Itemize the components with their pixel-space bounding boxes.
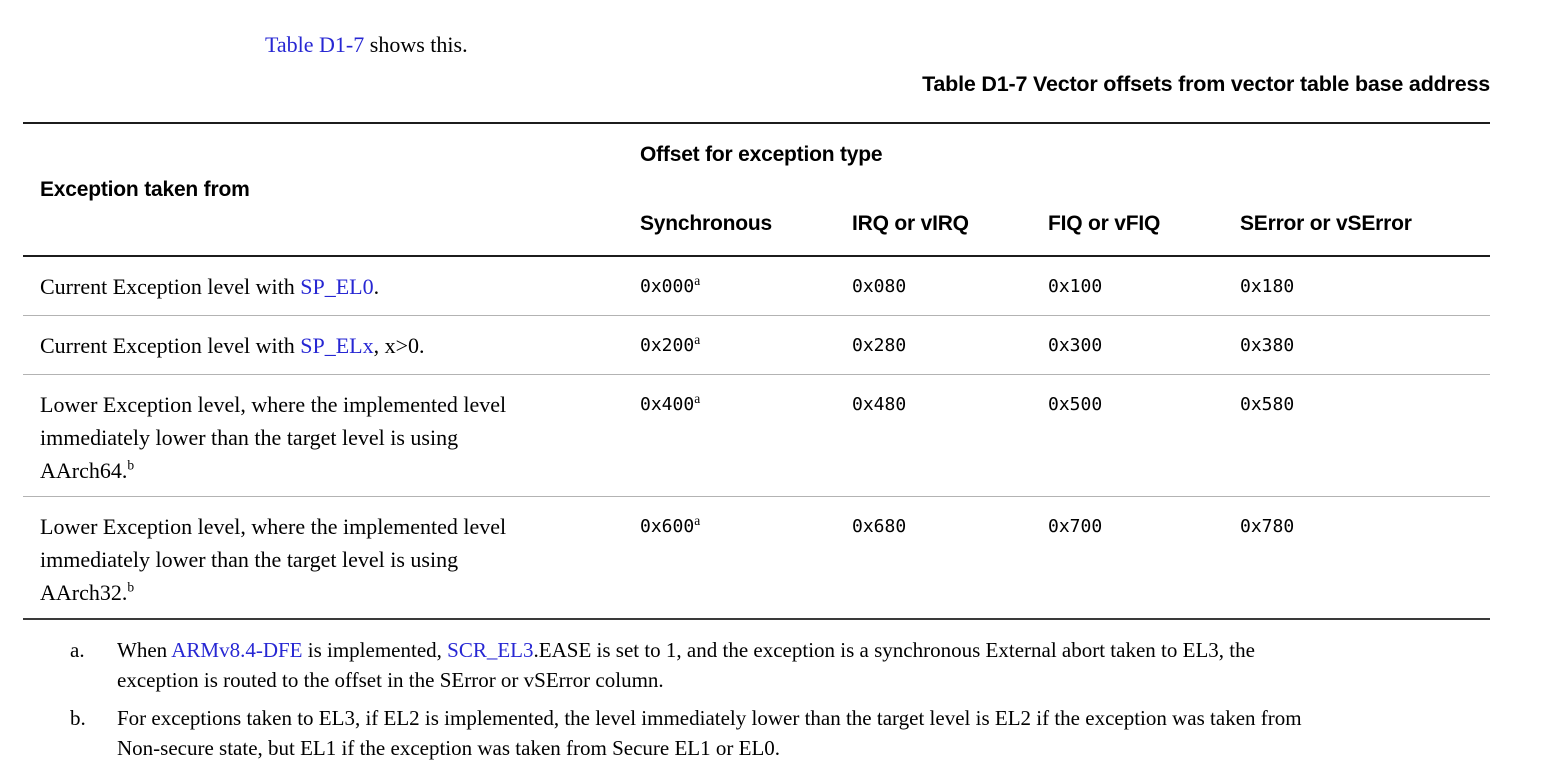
footnote-text-part: When bbox=[117, 638, 172, 662]
offset-cell: 0x780 bbox=[1240, 516, 1295, 537]
column-header-fiq-or-vfiq: FIQ or vFIQ bbox=[1048, 212, 1161, 235]
offset-cell: 0x700 bbox=[1048, 516, 1103, 537]
offset-cell: 0x600a bbox=[640, 513, 701, 537]
footnote-ref-a: a bbox=[694, 332, 701, 347]
row-label: Lower Exception level, where the impleme… bbox=[23, 497, 640, 620]
footnote-text-part: is implemented, bbox=[302, 638, 448, 662]
footnote-b: b. For exceptions taken to EL3, if EL2 i… bbox=[70, 703, 1470, 763]
footnote-a: a. When ARMv8.4-DFE is implemented, SCR_… bbox=[70, 635, 1470, 695]
row-label-line: Lower Exception level, where the impleme… bbox=[40, 514, 507, 539]
row-label-text: Current Exception level with bbox=[40, 274, 301, 299]
row-label-text: , x>0. bbox=[373, 333, 425, 358]
column-header-synchronous: Synchronous bbox=[640, 212, 772, 235]
column-group-header-offset-for-exception-type: Offset for exception type bbox=[640, 143, 883, 166]
armv84-dfe-link[interactable]: ARMv8.4-DFE bbox=[171, 638, 303, 662]
footnote-ref-a: a bbox=[694, 513, 701, 528]
footnote-line: For exceptions taken to EL3, if EL2 is i… bbox=[117, 706, 1302, 730]
column-header-serror-or-vserror: SError or vSError bbox=[1240, 212, 1412, 235]
offset-cell: 0x400a bbox=[640, 391, 701, 415]
footnote-line: When ARMv8.4-DFE is implemented, SCR_EL3… bbox=[117, 635, 1255, 665]
footnote-marker: a. bbox=[70, 638, 85, 662]
footnote-marker: b. bbox=[70, 706, 86, 730]
table-row-lower-aarch64: Lower Exception level, where the impleme… bbox=[23, 374, 1491, 497]
offset-cell: 0x200a bbox=[640, 332, 701, 356]
intro-paragraph: Table D1-7 shows this. bbox=[265, 31, 468, 59]
table-row-current-sp-el0: Current Exception level with SP_EL0. 0x0… bbox=[23, 256, 1490, 316]
row-label: Current Exception level with SP_EL0. bbox=[23, 256, 640, 316]
offset-cell: 0x100 bbox=[1048, 276, 1103, 297]
table-row-current-sp-elx: Current Exception level with SP_ELx, x>0… bbox=[23, 315, 1491, 375]
footnotes-section: a. When ARMv8.4-DFE is implemented, SCR_… bbox=[70, 635, 1470, 771]
footnote-ref-b: b bbox=[127, 579, 135, 595]
vector-offsets-table: Exception taken from Offset for exceptio… bbox=[23, 122, 1491, 620]
row-label: Lower Exception level, where the impleme… bbox=[23, 375, 640, 497]
offset-cell: 0x380 bbox=[1240, 335, 1295, 356]
row-label-line: Lower Exception level, where the impleme… bbox=[40, 392, 507, 417]
offset-cell: 0x500 bbox=[1048, 394, 1103, 415]
offset-cell: 0x300 bbox=[1048, 335, 1103, 356]
footnote-ref-a: a bbox=[694, 391, 701, 406]
footnote-ref-b: b bbox=[127, 457, 135, 473]
column-header-irq-or-virq: IRQ or vIRQ bbox=[852, 212, 969, 235]
footnote-text-part: .EASE is set to 1, and the exception is … bbox=[533, 638, 1255, 662]
row-label: Current Exception level with SP_ELx, x>0… bbox=[23, 316, 640, 375]
row-label-line: AArch64.b bbox=[40, 457, 135, 483]
footnote-ref-a: a bbox=[694, 273, 701, 288]
row-label-line: immediately lower than the target level … bbox=[40, 425, 459, 450]
offset-cell: 0x000a bbox=[640, 273, 701, 297]
intro-text: shows this. bbox=[364, 32, 468, 57]
footnote-line: exception is routed to the offset in the… bbox=[117, 668, 664, 692]
row-label-text: Current Exception level with bbox=[40, 333, 301, 358]
footnote-text: When ARMv8.4-DFE is implemented, SCR_EL3… bbox=[117, 635, 1255, 695]
scr-el3-link[interactable]: SCR_EL3 bbox=[447, 638, 534, 662]
sp-el0-link[interactable]: SP_EL0 bbox=[300, 274, 374, 299]
row-label-text: . bbox=[373, 274, 380, 299]
row-label-line: immediately lower than the target level … bbox=[40, 547, 459, 572]
table-d1-7-link[interactable]: Table D1-7 bbox=[265, 32, 365, 57]
table-header: Exception taken from Offset for exceptio… bbox=[23, 123, 1491, 256]
footnote-text: For exceptions taken to EL3, if EL2 is i… bbox=[117, 703, 1302, 763]
offset-cell: 0x480 bbox=[852, 394, 907, 415]
offset-cell: 0x280 bbox=[852, 335, 907, 356]
table-row-lower-aarch32: Lower Exception level, where the impleme… bbox=[23, 496, 1491, 620]
column-header-exception-taken-from: Exception taken from bbox=[40, 177, 250, 201]
table-title: Table D1-7 Vector offsets from vector ta… bbox=[922, 72, 1490, 96]
offset-cell: 0x080 bbox=[852, 276, 907, 297]
offset-cell: 0x180 bbox=[1240, 276, 1295, 297]
row-label-line: AArch32.b bbox=[40, 579, 135, 605]
offset-cell: 0x580 bbox=[1240, 394, 1295, 415]
offset-cell: 0x680 bbox=[852, 516, 907, 537]
footnote-line: Non-secure state, but EL1 if the excepti… bbox=[117, 736, 781, 760]
sp-elx-link[interactable]: SP_ELx bbox=[300, 333, 374, 358]
